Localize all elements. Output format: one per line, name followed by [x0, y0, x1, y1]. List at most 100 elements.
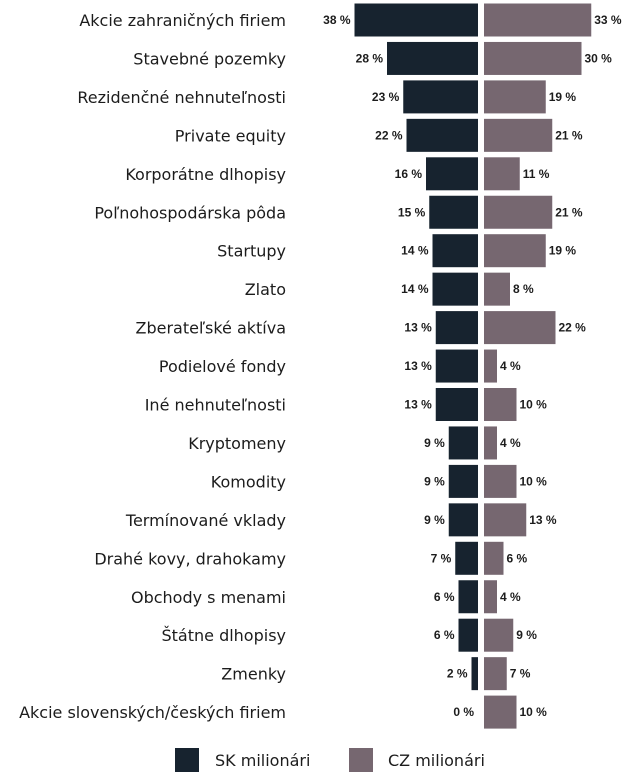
- legend: SK milionári CZ milionári: [175, 748, 485, 772]
- legend-label-cz: CZ milionári: [388, 751, 485, 770]
- value-label-cz: 11 %: [523, 167, 550, 181]
- value-label-sk: 13 %: [404, 321, 432, 335]
- category-label: Podielové fondy: [159, 357, 286, 376]
- bar-sk: [435, 388, 478, 421]
- cz-value-labels: 33 % 30 % 19 % 21 % 11 % 21 % 19 % 8 % 22 % 4 % 10…: [500, 13, 622, 719]
- value-label-cz: 10 %: [520, 474, 548, 488]
- value-label-sk: 13 %: [404, 359, 432, 373]
- category-label: Obchody s menami: [131, 588, 286, 607]
- bar-cz: [484, 80, 546, 114]
- category-label: Zmenky: [221, 665, 286, 684]
- bar-sk: [448, 464, 478, 498]
- bar-cz: [484, 157, 520, 191]
- category-label: Iné nehnuteľnosti: [145, 396, 286, 415]
- value-label-sk: 9 %: [424, 436, 445, 450]
- bar-cz: [484, 118, 553, 152]
- bar-sk: [387, 41, 478, 75]
- value-label-sk: 16 %: [395, 167, 423, 181]
- bar-cz: [484, 311, 556, 345]
- value-label-cz: 19 %: [549, 90, 577, 104]
- category-label: Stavebné pozemky: [133, 49, 286, 68]
- category-label: Kryptomeny: [188, 434, 286, 453]
- value-label-cz: 10 %: [520, 705, 548, 719]
- bar-sk: [455, 541, 478, 575]
- bar-sk: [448, 426, 478, 460]
- category-label: Akcie zahraničných firiem: [79, 11, 286, 30]
- value-label-cz: 21 %: [555, 205, 583, 219]
- value-label-sk: 9 %: [424, 513, 445, 527]
- value-label-cz: 9 %: [516, 628, 537, 642]
- value-label-sk: 14 %: [401, 244, 429, 258]
- value-label-sk: 13 %: [404, 398, 432, 412]
- category-labels: Akcie zahraničných firiem Stavebné pozemk…: [19, 11, 286, 722]
- sk-series-bars: [354, 3, 478, 691]
- value-label-sk: 23 %: [372, 90, 400, 104]
- value-label-cz: 13 %: [529, 513, 557, 527]
- bar-cz: [484, 503, 527, 537]
- value-label-cz: 10 %: [520, 398, 548, 412]
- bar-cz: [484, 388, 517, 421]
- value-label-cz: 4 %: [500, 436, 521, 450]
- bar-cz: [484, 3, 592, 37]
- bar-cz: [484, 695, 517, 729]
- bar-cz: [484, 195, 553, 229]
- bar-cz: [484, 234, 546, 268]
- value-label-cz: 21 %: [555, 128, 583, 142]
- bar-sk: [429, 195, 478, 229]
- bar-sk: [432, 272, 478, 306]
- value-label-sk: 38 %: [323, 13, 351, 27]
- bar-cz: [484, 272, 510, 306]
- category-label: Poľnohospodárska pôda: [94, 203, 286, 222]
- legend-swatch-sk: [175, 748, 199, 772]
- value-label-cz: 19 %: [549, 244, 577, 258]
- bar-sk: [406, 118, 478, 152]
- value-label-cz: 22 %: [559, 321, 587, 335]
- bar-sk: [435, 349, 478, 383]
- value-label-cz: 8 %: [513, 282, 534, 296]
- bar-cz: [484, 618, 514, 652]
- bar-cz: [484, 426, 497, 460]
- value-label-sk: 2 %: [447, 667, 468, 681]
- bar-sk: [403, 80, 478, 114]
- category-label: Akcie slovenských/českých firiem: [19, 703, 286, 722]
- legend-label-sk: SK milionári: [215, 751, 310, 770]
- category-label: Zberateľské aktíva: [136, 319, 286, 338]
- bar-sk: [432, 234, 478, 268]
- legend-swatch-cz: [349, 748, 373, 772]
- bar-sk: [458, 618, 478, 652]
- value-label-cz: 6 %: [507, 551, 528, 565]
- category-label: Startupy: [217, 242, 286, 261]
- value-label-sk: 15 %: [398, 205, 426, 219]
- category-label: Korporátne dlhopisy: [125, 165, 286, 184]
- value-label-sk: 6 %: [434, 590, 455, 604]
- value-label-sk: 6 %: [434, 628, 455, 642]
- bar-sk: [471, 657, 478, 691]
- bar-cz: [484, 349, 497, 383]
- value-label-sk: 28 %: [356, 51, 384, 65]
- value-label-sk: 14 %: [401, 282, 429, 296]
- value-label-sk: 22 %: [375, 128, 403, 142]
- bar-sk: [354, 3, 478, 37]
- value-label-sk: 0 %: [453, 705, 474, 719]
- bar-cz: [484, 541, 504, 575]
- category-label: Drahé kovy, drahokamy: [94, 549, 286, 568]
- bar-sk: [458, 580, 478, 614]
- category-label: Termínované vklady: [125, 511, 286, 530]
- bar-cz: [484, 657, 507, 691]
- value-label-cz: 7 %: [510, 667, 531, 681]
- category-label: Rezidenčné nehnuteľnosti: [77, 88, 286, 107]
- value-label-sk: 9 %: [424, 474, 445, 488]
- value-label-cz: 4 %: [500, 590, 521, 604]
- bar-cz: [484, 580, 497, 614]
- bar-sk: [448, 503, 478, 537]
- category-label: Štátne dlhopisy: [161, 626, 286, 645]
- value-label-cz: 30 %: [585, 51, 613, 65]
- cz-series-bars: [484, 3, 592, 729]
- value-label-sk: 7 %: [431, 551, 452, 565]
- value-label-cz: 33 %: [594, 13, 622, 27]
- bar-sk: [435, 311, 478, 345]
- bar-cz: [484, 464, 517, 498]
- category-label: Komodity: [211, 472, 286, 491]
